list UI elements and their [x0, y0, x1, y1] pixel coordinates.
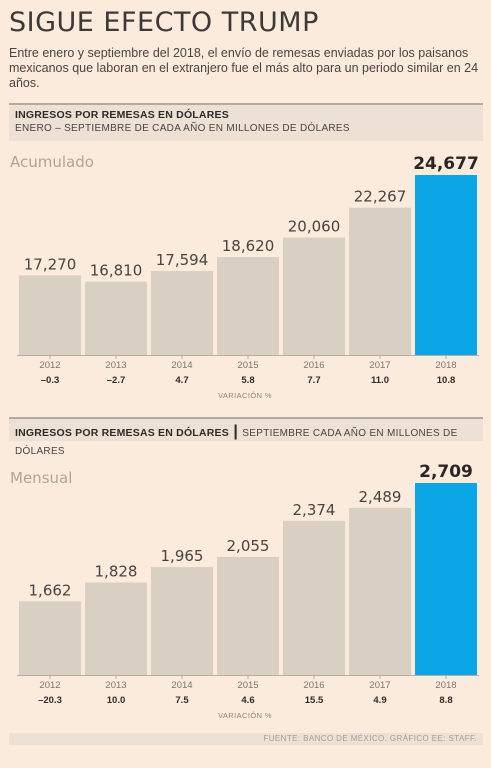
chart1-category-2016: 2016 [303, 360, 324, 371]
chart2-value-label-2012: 1,662 [29, 581, 72, 599]
chart1-accumulated: 17,270 2012 –0.3 16,810 2013 –2.7 17,594 2014 4.… [17, 154, 479, 400]
chart1-bar-2014 [151, 271, 213, 355]
chart2-monthly: 1,662 2012 –20.3 1,828 2013 10.0 1,965 2014 7.5 2… [17, 462, 479, 720]
chart1-bar-2012 [19, 275, 81, 355]
chart2-variation-2017: 4.9 [373, 695, 386, 706]
chart1-value-label-2015: 18,620 [222, 237, 275, 255]
chart2-heading: INGRESOS POR REMESAS EN DÓLARES [15, 427, 229, 439]
chart2-bar-2013 [85, 582, 147, 675]
chart1-heading: INGRESOS POR REMESAS EN DÓLARES [15, 109, 229, 121]
chart2-variation-2018: 8.8 [439, 695, 452, 706]
chart2-value-label-2013: 1,828 [95, 563, 138, 581]
chart1-bar-2016 [283, 237, 345, 355]
chart2-label: Mensual [10, 469, 73, 487]
chart1-value-label-2012: 17,270 [24, 255, 77, 273]
chart1-value-label-2018: 24,677 [413, 154, 479, 174]
chart1-subheading: ENERO – SEPTIEMBRE DE CADA AÑO EN MILLON… [15, 123, 350, 134]
chart1-label: Acumulado [10, 153, 94, 171]
chart1-bar-2015 [217, 257, 279, 355]
chart2-category-2015: 2015 [237, 680, 258, 691]
chart2-bar-2017 [349, 507, 411, 675]
chart2-variation-2014: 7.5 [175, 695, 189, 706]
chart2-category-2018: 2018 [435, 680, 456, 691]
chart1-variation-2016: 7.7 [307, 375, 320, 386]
chart2-bar-2014 [151, 567, 213, 675]
chart1-value-label-2016: 20,060 [288, 218, 341, 236]
chart1-value-label-2014: 17,594 [156, 251, 209, 269]
chart2-category-2016: 2016 [303, 680, 324, 691]
chart1-variation-2012: –0.3 [41, 375, 60, 386]
chart1-variation-2013: –2.7 [107, 375, 126, 386]
chart2-value-label-2014: 1,965 [161, 547, 204, 565]
chart1-value-label-2017: 22,267 [354, 188, 407, 206]
chart2-variation-2012: –20.3 [38, 695, 62, 706]
chart1-variation-label: VARIACIÓN % [218, 391, 272, 400]
chart2-value-label-2017: 2,489 [359, 488, 402, 506]
chart2-banner: INGRESOS POR REMESAS EN DÓLARES | SEPTIE… [9, 417, 483, 457]
chart2-category-2017: 2017 [369, 680, 390, 691]
chart1-category-2018: 2018 [435, 360, 456, 371]
chart1-bar-2017 [349, 207, 411, 355]
chart2-value-label-2018: 2,709 [419, 462, 473, 482]
chart2-bar-2015 [217, 556, 279, 675]
chart2-variation-label: VARIACIÓN % [218, 711, 272, 720]
chart1-bar-2013 [85, 281, 147, 355]
chart1-category-2013: 2013 [105, 360, 126, 371]
chart2-category-2014: 2014 [171, 680, 192, 691]
chart2-variation-2016: 15.5 [305, 695, 324, 706]
chart2-subheading: SEPTIEMBRE CADA AÑO EN MILLONES DE DÓLAR… [15, 428, 458, 457]
chart1-variation-2018: 10.8 [437, 375, 456, 386]
chart2-variation-2015: 4.6 [241, 695, 254, 706]
chart1-variation-2017: 11.0 [371, 375, 389, 386]
chart1-category-2017: 2017 [369, 360, 390, 371]
chart1-category-2015: 2015 [237, 360, 258, 371]
chart2-value-label-2015: 2,055 [227, 537, 270, 555]
chart2-bar-2018 [415, 483, 477, 675]
chart1-banner: INGRESOS POR REMESAS EN DÓLARES ENERO – … [9, 103, 483, 141]
chart2-separator: | [233, 423, 238, 440]
chart1-value-label-2013: 16,810 [90, 262, 143, 280]
chart2-variation-2013: 10.0 [107, 695, 126, 706]
chart2-value-label-2016: 2,374 [293, 501, 336, 519]
chart1-category-2014: 2014 [171, 360, 192, 371]
chart1-category-2012: 2012 [39, 360, 60, 371]
chart2-category-2012: 2012 [39, 680, 60, 691]
chart1-variation-2014: 4.7 [175, 375, 188, 386]
page-title: SIGUE EFECTO TRUMP [9, 7, 319, 38]
chart1-bar-2018 [415, 175, 477, 355]
chart2-bar-2012 [19, 601, 81, 675]
chart2-bar-2016 [283, 520, 345, 675]
source-footer: FUENTE: BANCO DE MÉXICO. GRÁFICO EE: STA… [9, 733, 483, 745]
page-subtitle: Entre enero y septiembre del 2018, el en… [9, 46, 479, 90]
chart2-category-2013: 2013 [105, 680, 126, 691]
chart1-variation-2015: 5.8 [241, 375, 254, 386]
